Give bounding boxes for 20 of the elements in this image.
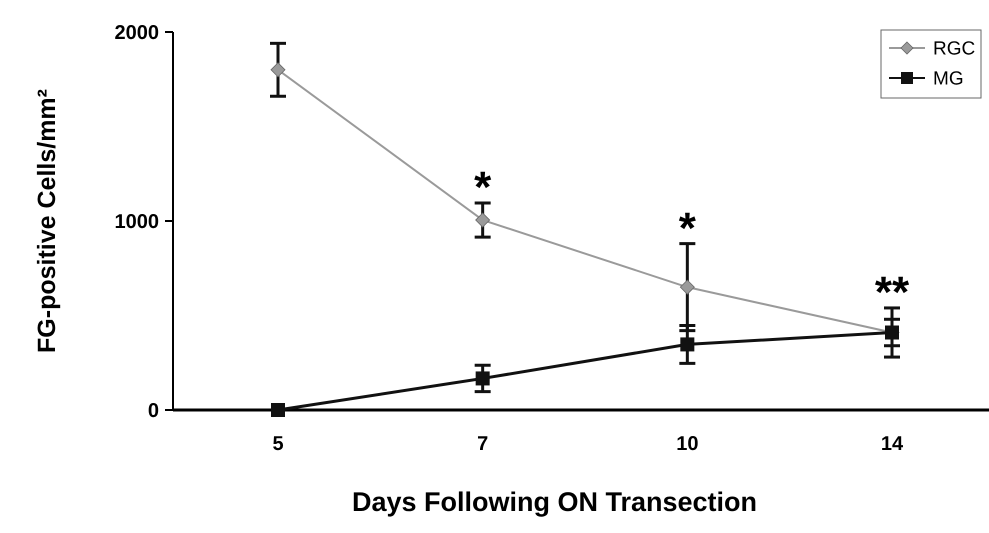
point: [680, 337, 694, 352]
x-tick-label: 10: [676, 433, 698, 455]
annotation: **: [874, 268, 910, 318]
point: [476, 371, 490, 386]
point: [270, 62, 286, 78]
y-axis-title: FG-positive Cells/mm²: [33, 89, 61, 353]
annotation: *: [678, 204, 697, 253]
y-tick-label: 2000: [114, 22, 159, 44]
x-tick-label: 5: [272, 433, 284, 455]
x-tick-label: 14: [880, 433, 904, 455]
x-tick-label: 7: [477, 433, 488, 455]
point: [680, 280, 695, 295]
legend-label: MG: [933, 68, 964, 90]
point: [475, 212, 490, 228]
point: [271, 403, 285, 417]
y-tick-label: 0: [148, 400, 159, 422]
annotation: *: [474, 163, 492, 212]
legend-label: RGC: [933, 38, 976, 60]
x-axis-title: Days Following ON Transection: [352, 487, 758, 517]
y-tick-label: 1000: [114, 211, 159, 233]
